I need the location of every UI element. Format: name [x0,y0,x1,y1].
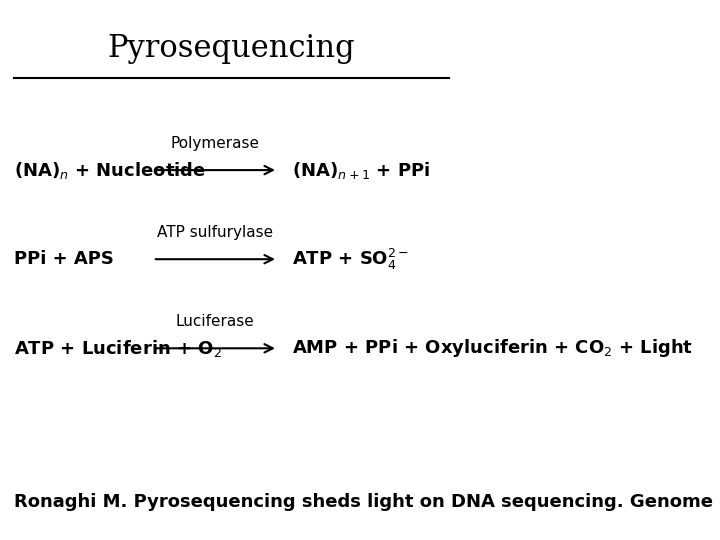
Text: ATP sulfurylase: ATP sulfurylase [157,225,274,240]
Text: Ronaghi M. Pyrosequencing sheds light on DNA sequencing. Genome Res 2001: Ronaghi M. Pyrosequencing sheds light on… [14,493,720,511]
Text: Luciferase: Luciferase [176,314,255,329]
Text: Pyrosequencing: Pyrosequencing [108,33,356,64]
Text: Polymerase: Polymerase [171,136,260,151]
Text: ATP + Luciferin + O$_2$: ATP + Luciferin + O$_2$ [14,338,222,359]
Text: (NA)$_{n+1}$ + PPi: (NA)$_{n+1}$ + PPi [292,160,430,180]
Text: (NA)$_n$ + Nucleotide: (NA)$_n$ + Nucleotide [14,160,206,180]
Text: AMP + PPi + Oxyluciferin + CO$_2$ + Light: AMP + PPi + Oxyluciferin + CO$_2$ + Ligh… [292,338,693,359]
Text: ATP + SO$_4^{2-}$: ATP + SO$_4^{2-}$ [292,247,409,272]
Text: PPi + APS: PPi + APS [14,250,114,268]
